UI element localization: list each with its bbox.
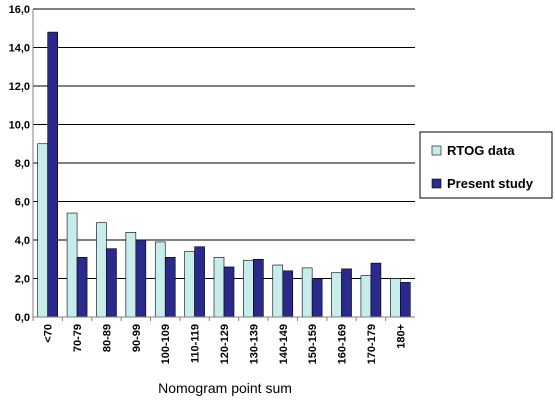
gridlines: [33, 8, 415, 279]
bar-present-study: [47, 31, 58, 318]
bar-rtog-data: [96, 222, 107, 318]
bar-rtog-data: [301, 267, 313, 318]
y-tick-label: 12,0: [9, 81, 30, 93]
bar-present-study: [194, 246, 205, 318]
x-tick-label: 80-89: [101, 324, 113, 352]
y-tick-label: 0,0: [15, 312, 30, 324]
x-tick-label: 170-179: [366, 324, 378, 364]
bar-present-study: [341, 268, 352, 318]
x-tick-label: 70-79: [72, 324, 84, 352]
bar-present-study: [282, 270, 294, 318]
bar-present-study: [135, 239, 147, 318]
x-tick-label: 100-109: [160, 324, 172, 364]
legend-box: [419, 131, 553, 199]
bar-rtog-data: [213, 257, 225, 318]
legend-label: RTOG data: [447, 143, 515, 158]
legend-swatch: [431, 145, 442, 156]
x-tick-label: 180+: [395, 324, 407, 349]
bar-present-study: [311, 278, 323, 318]
bar-rtog-data: [243, 259, 254, 318]
y-tick-label: 10,0: [9, 120, 30, 132]
bar-present-study: [253, 258, 264, 318]
bar-present-study: [76, 257, 88, 318]
x-tick-labels: <70 70-79 80-89 90-99 100-109 110-119 120-129 1…: [32, 317, 407, 364]
bar-rtog-data: [390, 278, 401, 318]
x-tick-label: 130-139: [248, 324, 260, 364]
y-tick-label: 6,0: [15, 197, 30, 209]
bar-present-study: [400, 282, 411, 318]
bar-rtog-data: [360, 275, 372, 318]
x-axis-title: Nomogram point sum: [158, 380, 292, 396]
bar-rtog-data: [66, 212, 78, 318]
x-tick-label: 90-99: [131, 324, 143, 352]
bar-rtog-data: [154, 241, 166, 318]
bar-present-study: [106, 248, 117, 318]
legend-label: Present study: [447, 176, 534, 191]
x-tick-label: 110-119: [190, 324, 202, 363]
x-tick-label: 160-169: [337, 324, 349, 364]
legend-swatch: [431, 178, 442, 189]
bar-present-study: [370, 262, 382, 318]
y-tick-label: 8,0: [15, 158, 30, 170]
y-tick-label: 14,0: [9, 43, 30, 55]
bar-rtog-data: [272, 264, 284, 318]
y-tick-label: 4,0: [15, 235, 30, 247]
x-tick-label: 120-129: [219, 324, 231, 364]
x-tick-label: 150-159: [307, 324, 319, 364]
legend: RTOG data Present study: [419, 131, 553, 199]
bar-rtog-data: [184, 251, 195, 318]
x-tick-label: <70: [43, 324, 55, 343]
x-tick-label: 140-149: [278, 324, 290, 364]
bar-present-study: [164, 257, 176, 318]
y-tick-label: 2,0: [15, 274, 30, 286]
bars: [37, 31, 411, 318]
bar-rtog-data: [125, 232, 137, 318]
bar-rtog-data: [37, 143, 48, 318]
y-tick-labels: 0,0 2,0 4,0 6,0 8,0 10,0 12,0 14,0 16,0: [9, 4, 30, 324]
bar-rtog-data: [331, 272, 342, 318]
bar-present-study: [223, 266, 235, 318]
y-tick-label: 16,0: [9, 4, 30, 16]
